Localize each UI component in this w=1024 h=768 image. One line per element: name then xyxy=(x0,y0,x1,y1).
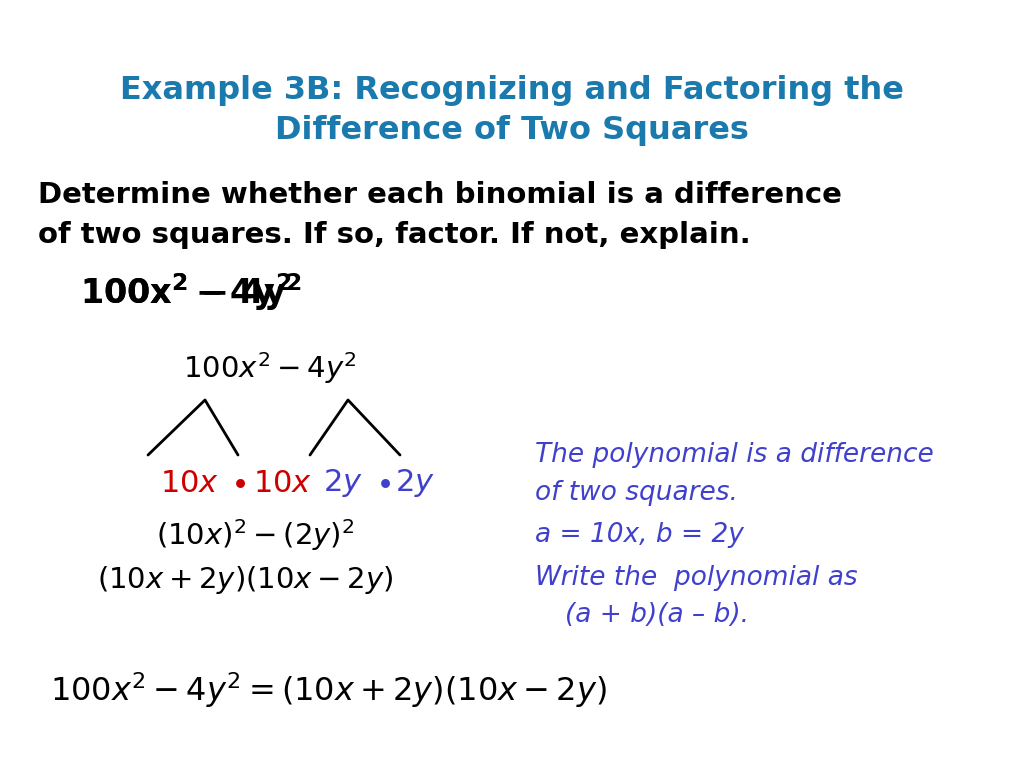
Text: Example 3B: Recognizing and Factoring the: Example 3B: Recognizing and Factoring th… xyxy=(120,74,904,105)
Text: of two squares.: of two squares. xyxy=(535,480,738,506)
Text: $100x^2 - 4y^2$: $100x^2 - 4y^2$ xyxy=(183,350,356,386)
Text: a = 10x, b = 2y: a = 10x, b = 2y xyxy=(535,522,743,548)
Text: of two squares. If so, factor. If not, explain.: of two squares. If so, factor. If not, e… xyxy=(38,221,751,249)
Text: $(10x + 2y)(10x - 2y)$: $(10x + 2y)(10x - 2y)$ xyxy=(96,564,393,596)
Text: $2y$: $2y$ xyxy=(324,467,362,499)
Text: $\mathbf{100x^2}$$\mathbf{\,-\,4y^2}$: $\mathbf{100x^2}$$\mathbf{\,-\,4y^2}$ xyxy=(80,271,302,313)
Text: $10x$: $10x$ xyxy=(161,468,219,498)
Text: $(10x)^2 - (2y)^2$: $(10x)^2 - (2y)^2$ xyxy=(156,517,354,553)
Text: $\bullet$: $\bullet$ xyxy=(230,468,246,498)
Text: $2y$: $2y$ xyxy=(395,467,435,499)
Text: The polynomial is a difference: The polynomial is a difference xyxy=(535,442,934,468)
Text: $100x^2 - 4y^2 = (10x + 2y)(10x - 2y)$: $100x^2 - 4y^2 = (10x + 2y)(10x - 2y)$ xyxy=(50,670,606,710)
Text: Write the  polynomial as: Write the polynomial as xyxy=(535,565,858,591)
Text: $\bullet$: $\bullet$ xyxy=(375,468,391,498)
Text: Determine whether each binomial is a difference: Determine whether each binomial is a dif… xyxy=(38,181,842,209)
Text: $10x$: $10x$ xyxy=(254,468,312,498)
Text: $\bf{100x^2 - 4y^2}$: $\bf{100x^2 - 4y^2}$ xyxy=(80,271,291,313)
Text: Difference of Two Squares: Difference of Two Squares xyxy=(275,114,749,145)
Text: (a + b)(a – b).: (a + b)(a – b). xyxy=(565,602,749,628)
